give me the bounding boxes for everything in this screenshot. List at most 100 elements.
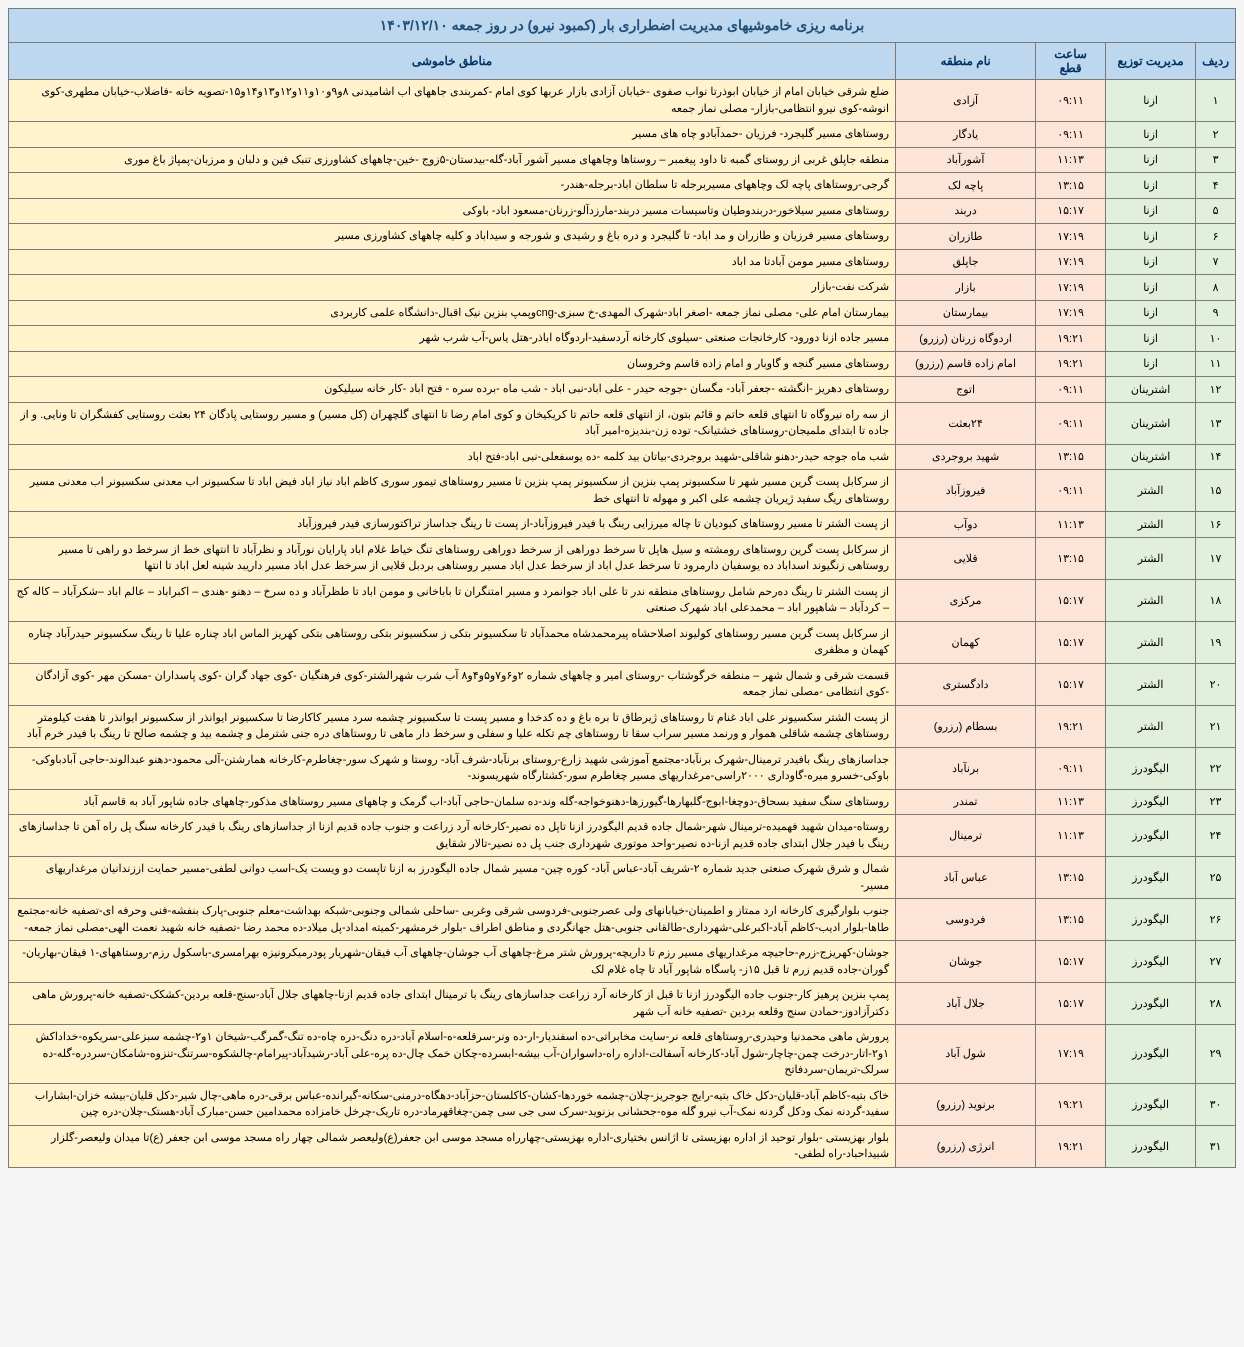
cell-zone: عباس آباد	[896, 857, 1036, 899]
table-row: ۹ازنا۱۷:۱۹بیمارستانبیمارستان امام علی- م…	[9, 300, 1236, 326]
cell-idx: ۱۸	[1196, 579, 1236, 621]
cell-areas: شرکت نفت-بازار	[9, 275, 896, 301]
cell-areas: روستاهای مسیر سیلاخور-دربندوطیان وتاسیسا…	[9, 198, 896, 224]
cell-time: ۱۵:۱۷	[1036, 579, 1106, 621]
cell-dist: اشترینان	[1106, 444, 1196, 470]
cell-idx: ۱۱	[1196, 351, 1236, 377]
cell-zone: برنوید (رزرو)	[896, 1083, 1036, 1125]
cell-dist: الشتر	[1106, 537, 1196, 579]
cell-dist: ازنا	[1106, 147, 1196, 173]
table-row: ۱۱ازنا۱۹:۲۱امام زاده قاسم (رزرو)روستاهای…	[9, 351, 1236, 377]
cell-areas: روستاهای مسیر گنجه و گاوبار و امام زاده …	[9, 351, 896, 377]
cell-areas: ضلع شرقی خیابان امام از خیابان ابوذرتا ن…	[9, 80, 896, 122]
table-row: ۵ازنا۱۵:۱۷دربندروستاهای مسیر سیلاخور-درب…	[9, 198, 1236, 224]
cell-zone: دادگستری	[896, 663, 1036, 705]
cell-time: ۱۷:۱۹	[1036, 300, 1106, 326]
cell-areas: روستاهای سنگ سفید بسحاق-دوچغا-ابوج-گلبها…	[9, 789, 896, 815]
cell-zone: مرکزی	[896, 579, 1036, 621]
cell-zone: دربند	[896, 198, 1036, 224]
cell-dist: ازنا	[1106, 249, 1196, 275]
cell-dist: اشترینان	[1106, 402, 1196, 444]
cell-time: ۱۳:۱۵	[1036, 173, 1106, 199]
cell-time: ۰۹:۱۱	[1036, 470, 1106, 512]
col-dist: مدیریت توزیع	[1106, 43, 1196, 80]
cell-zone: بسطام (رزرو)	[896, 705, 1036, 747]
cell-idx: ۱۰	[1196, 326, 1236, 352]
cell-time: ۱۱:۱۳	[1036, 512, 1106, 538]
table-row: ۲۰الشتر۱۵:۱۷دادگستریقسمت شرقی و شمال شهر…	[9, 663, 1236, 705]
cell-dist: الشتر	[1106, 705, 1196, 747]
cell-time: ۱۹:۲۱	[1036, 705, 1106, 747]
cell-idx: ۹	[1196, 300, 1236, 326]
cell-dist: ازنا	[1106, 224, 1196, 250]
cell-dist: الیگودرز	[1106, 747, 1196, 789]
cell-zone: فیروزآباد	[896, 470, 1036, 512]
cell-time: ۱۳:۱۵	[1036, 444, 1106, 470]
cell-dist: الیگودرز	[1106, 899, 1196, 941]
table-row: ۲۱الشتر۱۹:۲۱بسطام (رزرو)از پست الشتر سکس…	[9, 705, 1236, 747]
cell-dist: الیگودرز	[1106, 1083, 1196, 1125]
cell-areas: از پست الشتر تا رینگ ده‌رحم شامل روستاها…	[9, 579, 896, 621]
cell-idx: ۲۸	[1196, 983, 1236, 1025]
cell-idx: ۲۰	[1196, 663, 1236, 705]
cell-time: ۱۵:۱۷	[1036, 663, 1106, 705]
cell-idx: ۲۱	[1196, 705, 1236, 747]
cell-dist: ازنا	[1106, 80, 1196, 122]
cell-time: ۰۹:۱۱	[1036, 377, 1106, 403]
schedule-table-container: برنامه ریزی خاموشیهای مدیریت اضطراری بار…	[8, 8, 1236, 1168]
cell-zone: ۲۴بعثت	[896, 402, 1036, 444]
cell-dist: الشتر	[1106, 579, 1196, 621]
table-row: ۲۴الیگودرز۱۱:۱۳ترمینالروستاه-میدان شهید …	[9, 815, 1236, 857]
cell-areas: از پست الشتر سکسیونر علی اباد غنام تا رو…	[9, 705, 896, 747]
cell-areas: قسمت شرقی و شمال شهر – منطقه خرگوشتاب -ر…	[9, 663, 896, 705]
table-row: ۲۶الیگودرز۱۳:۱۵فردوسیجنوب بلوارگیری کارخ…	[9, 899, 1236, 941]
cell-idx: ۱۲	[1196, 377, 1236, 403]
cell-time: ۰۹:۱۱	[1036, 80, 1106, 122]
cell-dist: الیگودرز	[1106, 941, 1196, 983]
cell-time: ۱۳:۱۵	[1036, 537, 1106, 579]
cell-areas: پرورش ماهی محمدنیا وحیدری-روستاهای قلعه …	[9, 1025, 896, 1084]
cell-dist: الشتر	[1106, 663, 1196, 705]
cell-zone: برنآباد	[896, 747, 1036, 789]
cell-time: ۱۱:۱۳	[1036, 147, 1106, 173]
cell-time: ۰۹:۱۱	[1036, 402, 1106, 444]
table-row: ۱۷الشتر۱۳:۱۵قلاییاز سرکابل پست گرین روست…	[9, 537, 1236, 579]
cell-zone: دوآب	[896, 512, 1036, 538]
table-row: ۲۷الیگودرز۱۵:۱۷جوشانجوشان-کهریزج-زرم-حاج…	[9, 941, 1236, 983]
cell-dist: ازنا	[1106, 300, 1196, 326]
cell-areas: روستاهای مسیر مومن آبادتا مد اباد	[9, 249, 896, 275]
cell-time: ۱۵:۱۷	[1036, 983, 1106, 1025]
cell-areas: از سه راه نیروگاه تا انتهای قلعه حاتم و …	[9, 402, 896, 444]
cell-time: ۱۹:۲۱	[1036, 326, 1106, 352]
cell-idx: ۲	[1196, 122, 1236, 148]
cell-dist: ازنا	[1106, 173, 1196, 199]
cell-areas: جنوب بلوارگیری کارخانه ارد ممتاز و اطمین…	[9, 899, 896, 941]
cell-idx: ۶	[1196, 224, 1236, 250]
cell-dist: الیگودرز	[1106, 815, 1196, 857]
cell-dist: ازنا	[1106, 275, 1196, 301]
cell-dist: الشتر	[1106, 470, 1196, 512]
cell-areas: شمال و شرق شهرک صنعتی جدید شماره ۲-شریف …	[9, 857, 896, 899]
table-row: ۱۵الشتر۰۹:۱۱فیروزآباداز سرکابل پست گرین …	[9, 470, 1236, 512]
cell-idx: ۱۵	[1196, 470, 1236, 512]
table-body: ۱ازنا۰۹:۱۱آزادیضلع شرقی خیابان امام از خ…	[9, 80, 1236, 1168]
cell-time: ۱۷:۱۹	[1036, 275, 1106, 301]
cell-time: ۱۳:۱۵	[1036, 899, 1106, 941]
cell-dist: اشترینان	[1106, 377, 1196, 403]
cell-zone: شهید بروجردی	[896, 444, 1036, 470]
cell-idx: ۱۷	[1196, 537, 1236, 579]
table-row: ۳۰الیگودرز۱۹:۲۱برنوید (رزرو)خاک بتیه-کاظ…	[9, 1083, 1236, 1125]
cell-time: ۱۷:۱۹	[1036, 249, 1106, 275]
cell-zone: بازار	[896, 275, 1036, 301]
cell-idx: ۱	[1196, 80, 1236, 122]
cell-zone: فردوسی	[896, 899, 1036, 941]
table-row: ۲ازنا۰۹:۱۱یادگارروستاهای مسیر گلیجرد- فر…	[9, 122, 1236, 148]
title-row: برنامه ریزی خاموشیهای مدیریت اضطراری بار…	[9, 9, 1236, 43]
cell-idx: ۷	[1196, 249, 1236, 275]
schedule-table: برنامه ریزی خاموشیهای مدیریت اضطراری بار…	[8, 8, 1236, 1168]
cell-zone: پاچه لک	[896, 173, 1036, 199]
cell-zone: جاپلق	[896, 249, 1036, 275]
cell-idx: ۲۶	[1196, 899, 1236, 941]
cell-areas: مسیر جاده ازنا دورود- کارخانجات صنعتی -س…	[9, 326, 896, 352]
cell-time: ۱۷:۱۹	[1036, 224, 1106, 250]
